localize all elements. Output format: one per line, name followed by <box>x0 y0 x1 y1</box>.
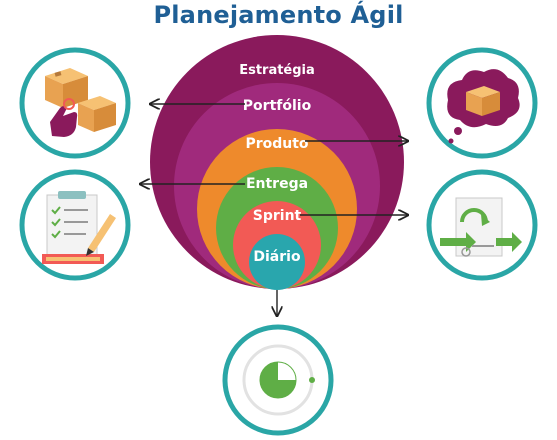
stopwatch-icon <box>222 324 334 436</box>
boxes-pointing-hand-icon <box>19 47 131 159</box>
label-sprint: Sprint <box>253 208 302 224</box>
label-portfolio: Portfólio <box>243 98 312 114</box>
label-diario: Diário <box>253 249 301 265</box>
nested-circles <box>150 35 404 290</box>
cycle-document-icon <box>426 169 538 281</box>
box-thought-bubble-icon <box>426 47 538 159</box>
label-estrategia: Estratégia <box>239 63 315 78</box>
ring-diario <box>249 234 305 290</box>
page-title: Planejamento Ágil <box>153 1 404 29</box>
arrows <box>140 104 408 316</box>
label-produto: Produto <box>245 136 308 152</box>
label-entrega: Entrega <box>246 176 308 192</box>
checklist-pencil-icon <box>19 169 131 281</box>
